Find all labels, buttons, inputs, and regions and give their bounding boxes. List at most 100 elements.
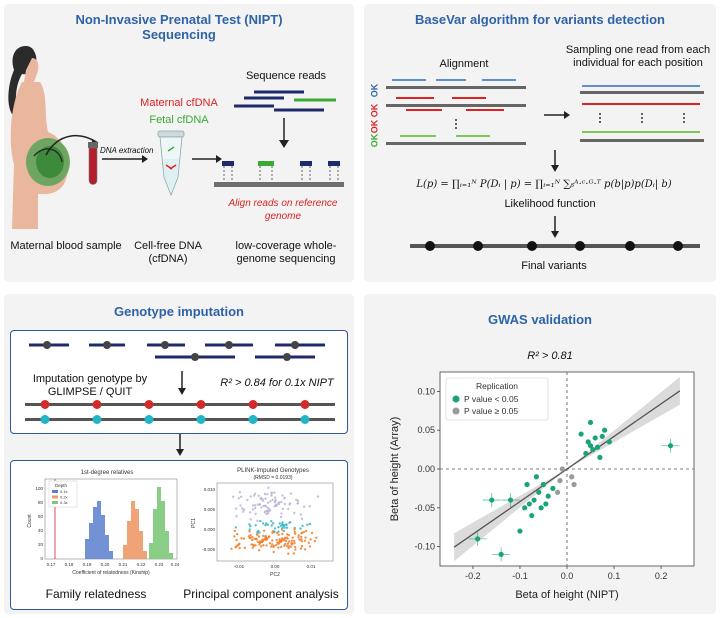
- pca-point: [230, 547, 233, 550]
- pca-point: [292, 552, 295, 555]
- pca-point: [300, 538, 303, 541]
- pca-point: [251, 535, 254, 539]
- pca-point: [289, 545, 293, 548]
- data-point: [507, 497, 514, 503]
- imputation-box: Imputation genotype by GLIMPSE / QUIT R²…: [10, 330, 348, 434]
- gwas-ylabel: Beta of height (Array): [389, 417, 401, 522]
- gwas-xtick: -0.1: [512, 571, 528, 581]
- pca-point: [248, 536, 251, 539]
- pca-point: [257, 529, 260, 533]
- maternal-blood-label: Maternal blood sample: [10, 240, 122, 252]
- gwas-ytick: 0.00: [417, 464, 435, 474]
- pca-point: [296, 502, 300, 505]
- pca-point: [299, 513, 302, 516]
- hist-xtick: 0.18: [65, 562, 74, 567]
- sampling-label: Sampling one read from each individual f…: [560, 44, 716, 70]
- pca-point: [285, 526, 289, 529]
- data-point: [606, 439, 612, 445]
- gwas-xtick: 0.2: [655, 571, 668, 581]
- family-relatedness-label: Family relatedness: [45, 587, 147, 601]
- pca-ytick: -0.005: [202, 547, 215, 552]
- pca-point: [249, 518, 252, 521]
- pca-point: [287, 546, 290, 550]
- gwas-ytick: -0.05: [414, 503, 435, 513]
- pca-point: [286, 537, 289, 540]
- hist-legend-item: 0.1x: [60, 489, 68, 494]
- imputation-title: Genotype imputation: [114, 304, 244, 319]
- pca-point: [261, 498, 264, 501]
- pca-point: [283, 544, 286, 547]
- pca-point: [298, 538, 301, 541]
- pca-point: [293, 530, 296, 534]
- legend-marker-significant: [452, 395, 460, 403]
- cfdna-label-line2: (cfDNA): [148, 253, 188, 265]
- fetal-cfdna-label: Fetal cfDNA: [149, 114, 209, 126]
- pca-point: [262, 529, 266, 532]
- pca-point: [251, 504, 255, 507]
- pca-point: [282, 539, 285, 542]
- pca-point: [270, 520, 273, 523]
- pca-point: [272, 550, 275, 554]
- pca-point: [248, 528, 251, 531]
- arrow-icon: [551, 216, 559, 238]
- nipt-title-line2: Sequencing: [142, 27, 216, 42]
- pca-point: [264, 504, 267, 507]
- data-point: [599, 433, 605, 440]
- pca-point: [258, 503, 261, 506]
- pca-point: [271, 543, 274, 546]
- pca-point: [300, 539, 303, 543]
- imputation-r2-label: R² > 0.84 for 0.1x NIPT: [220, 377, 334, 389]
- pca-point: [303, 548, 307, 551]
- gwas-r2-label: R² > 0.81: [527, 350, 573, 362]
- data-point: [545, 493, 551, 499]
- pca-point: [293, 542, 296, 545]
- pca-point: [285, 523, 288, 526]
- pca-point: [238, 547, 241, 550]
- data-point: [524, 481, 530, 488]
- data-point: [592, 435, 598, 441]
- pca-point: [258, 531, 261, 534]
- pca-point: [278, 522, 281, 525]
- pca-point: [238, 491, 242, 494]
- pca-point: [258, 543, 261, 546]
- pca-point: [237, 497, 240, 500]
- nipt-title: Non-Invasive Prenatal Test (NIPT) Sequen…: [4, 12, 354, 42]
- data-point: [536, 489, 542, 495]
- pca-point: [273, 496, 277, 499]
- cfdna-label-line1: Cell-free DNA: [134, 240, 202, 252]
- pca-ytick: 0.010: [204, 487, 216, 492]
- pca-point: [248, 523, 251, 526]
- sequence-reads-label: Sequence reads: [245, 70, 327, 82]
- pca-point: [286, 542, 290, 545]
- pca-point: [259, 497, 262, 501]
- pca-point: [277, 526, 280, 529]
- arrow-icon: [178, 371, 186, 395]
- blood-tube-icon: [88, 142, 98, 185]
- pca-point: [284, 539, 288, 543]
- pca-ytick: 0.000: [204, 527, 216, 532]
- pca-point: [315, 536, 318, 539]
- dna-extraction-label: DNA extraction: [100, 146, 154, 155]
- data-point: [554, 489, 561, 495]
- pca-point: [261, 540, 264, 544]
- pca-point: [266, 501, 270, 504]
- pca-point: [287, 507, 290, 511]
- data-point: [602, 427, 608, 433]
- pca-point: [316, 495, 320, 498]
- data-point: [540, 481, 547, 488]
- data-point: [597, 454, 603, 460]
- hist-xtick: 0.17: [47, 562, 56, 567]
- pca-point: [273, 501, 277, 504]
- data-point: [531, 497, 537, 503]
- pca-point: [283, 497, 286, 500]
- pca-point: [267, 486, 270, 489]
- pca-point: [232, 495, 235, 498]
- pca-point: [301, 524, 304, 527]
- pca-point: [250, 543, 253, 546]
- pca-point: [281, 532, 284, 536]
- basevar-title: BaseVar algorithm for variants detection: [415, 12, 665, 27]
- pca-point: [256, 533, 259, 536]
- data-point: [587, 419, 594, 426]
- hist-ytick: 40: [38, 528, 44, 533]
- data-point: [583, 450, 589, 457]
